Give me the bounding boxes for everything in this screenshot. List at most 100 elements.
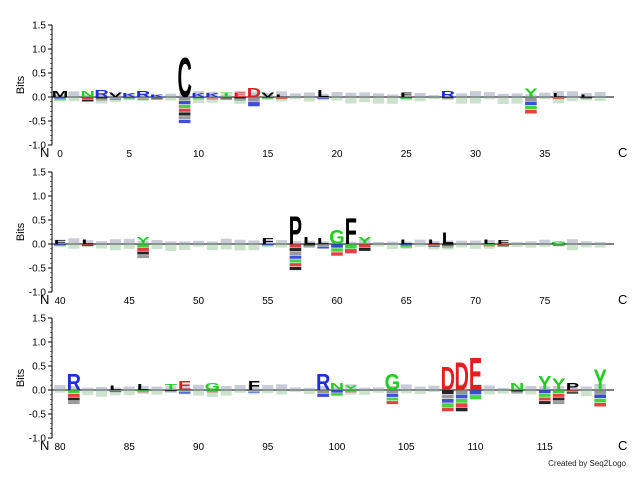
x-tick-label: 0 bbox=[57, 149, 63, 160]
depleted-mark bbox=[441, 244, 454, 246]
noise-mark-up bbox=[331, 91, 343, 97]
noise-mark-down bbox=[594, 244, 606, 248]
noise-mark-up bbox=[262, 238, 274, 244]
logo-letter-E: E bbox=[469, 348, 482, 400]
logo-letter-G: G bbox=[551, 241, 566, 245]
depleted-mark bbox=[441, 407, 454, 412]
y-tick-label: 0.5 bbox=[32, 362, 46, 373]
noise-mark-up bbox=[165, 386, 177, 390]
logo-letter-G: G bbox=[385, 368, 401, 395]
noise-mark-down bbox=[82, 390, 94, 396]
depleted-mark bbox=[358, 247, 371, 251]
noise-mark-up bbox=[525, 94, 537, 97]
noise-mark-up bbox=[345, 92, 357, 97]
depleted-mark bbox=[441, 97, 454, 99]
noise-mark-up bbox=[317, 93, 329, 97]
noise-mark-down bbox=[151, 390, 163, 395]
noise-mark-up bbox=[151, 94, 163, 97]
noise-mark-down bbox=[483, 390, 495, 395]
noise-mark-down bbox=[594, 97, 606, 101]
depleted-mark bbox=[580, 97, 593, 99]
noise-mark-up bbox=[359, 387, 371, 390]
logo-letter-T: T bbox=[220, 92, 232, 99]
logo-letter-P: P bbox=[566, 382, 579, 393]
noise-mark-down bbox=[192, 390, 205, 396]
depleted-mark bbox=[109, 97, 122, 99]
noise-mark-up bbox=[68, 238, 80, 244]
depleted-mark bbox=[538, 401, 551, 405]
noise-mark-up bbox=[525, 241, 537, 244]
depleted-mark bbox=[289, 263, 302, 267]
noise-mark-up bbox=[511, 93, 523, 97]
depleted-mark bbox=[289, 255, 302, 259]
logo-letter-F: F bbox=[497, 240, 509, 246]
depleted-mark bbox=[206, 390, 219, 392]
noise-mark-up bbox=[442, 94, 454, 97]
noise-mark-down bbox=[206, 97, 218, 103]
logo-letter-D: D bbox=[454, 353, 468, 399]
x-tick-label: 95 bbox=[262, 442, 274, 453]
noise-mark-down bbox=[220, 244, 232, 250]
noise-mark-down bbox=[109, 390, 121, 396]
noise-mark-up bbox=[206, 387, 218, 390]
x-tick-label: 100 bbox=[329, 442, 346, 453]
depleted-mark bbox=[455, 407, 468, 412]
depleted-mark bbox=[220, 97, 233, 99]
noise-mark-up bbox=[276, 384, 288, 390]
logo-letter-K: K bbox=[122, 93, 137, 99]
x-tick-label: 75 bbox=[539, 296, 551, 307]
noise-mark-down bbox=[428, 390, 440, 393]
noise-mark-up bbox=[179, 384, 191, 390]
logo-letter-F: F bbox=[400, 92, 412, 99]
depleted-mark bbox=[303, 246, 316, 248]
depleted-mark bbox=[441, 246, 454, 248]
noise-mark-up bbox=[206, 241, 218, 244]
noise-mark-down bbox=[373, 390, 385, 393]
x-tick-label: 90 bbox=[193, 442, 205, 453]
depleted-mark bbox=[317, 97, 329, 99]
noise-mark-down bbox=[414, 244, 426, 247]
noise-mark-up bbox=[234, 239, 246, 244]
logo-letter-Y: Y bbox=[594, 364, 607, 397]
depleted-mark bbox=[289, 251, 302, 256]
y-axis-label: Bits bbox=[15, 222, 27, 241]
logo-letter-K: K bbox=[191, 93, 206, 99]
y-tick-label: 0.0 bbox=[32, 240, 46, 251]
noise-mark-down bbox=[511, 244, 523, 248]
y-tick-label: -0.5 bbox=[29, 410, 47, 421]
logo-letter-L: L bbox=[82, 239, 94, 246]
noise-mark-down bbox=[511, 97, 523, 104]
depleted-mark bbox=[331, 393, 343, 396]
y-tick-label: 0.0 bbox=[32, 386, 46, 397]
noise-mark-down bbox=[165, 390, 177, 393]
noise-mark-down bbox=[566, 244, 578, 251]
y-tick-label: 0.0 bbox=[32, 93, 46, 104]
depleted-mark bbox=[511, 392, 523, 394]
depleted-mark bbox=[455, 394, 468, 399]
depleted-mark bbox=[566, 390, 579, 392]
noise-mark-down bbox=[137, 244, 149, 251]
noise-mark-up bbox=[317, 386, 329, 390]
noise-mark-up bbox=[483, 385, 495, 390]
noise-mark-down bbox=[68, 244, 80, 249]
noise-mark-up bbox=[359, 238, 371, 244]
logo-letter-L: L bbox=[276, 94, 288, 98]
logo-letter-V: V bbox=[109, 92, 122, 99]
noise-mark-down bbox=[580, 244, 592, 248]
noise-mark-up bbox=[566, 239, 578, 244]
depleted-mark bbox=[386, 393, 399, 397]
depleted-mark bbox=[137, 390, 149, 392]
depleted-mark bbox=[455, 390, 468, 395]
logo-letter-R: R bbox=[136, 90, 150, 99]
depleted-mark bbox=[538, 397, 551, 401]
x-tick-label: 45 bbox=[124, 296, 136, 307]
noise-mark-down bbox=[123, 97, 135, 100]
noise-mark-up bbox=[289, 93, 301, 97]
noise-mark-up bbox=[566, 91, 578, 97]
depleted-mark bbox=[68, 397, 80, 401]
noise-mark-down bbox=[123, 244, 135, 249]
depleted-mark bbox=[248, 102, 260, 107]
depleted-mark bbox=[234, 97, 246, 99]
noise-mark-up bbox=[553, 241, 565, 244]
depleted-mark bbox=[386, 401, 399, 405]
